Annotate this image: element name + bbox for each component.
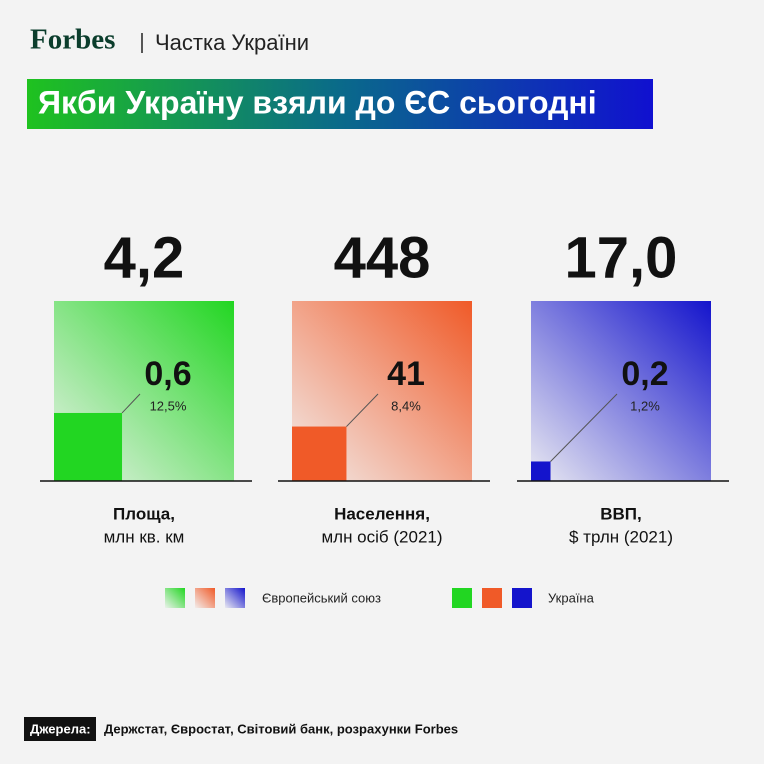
metric-label: Площа, [113, 504, 175, 523]
legend-ua: Україна [548, 590, 595, 605]
source-box [24, 717, 96, 741]
connector [346, 393, 379, 427]
ua-square [54, 412, 123, 481]
ua-value: 0,2 [621, 355, 668, 393]
title: Якби Україну взяли до ЄС сьогодні [38, 84, 597, 120]
share: 1,2% [630, 398, 660, 413]
logo: Forbes [30, 24, 115, 56]
metric-label: Населення, [334, 504, 430, 523]
metric-unit: $ трлн (2021) [569, 527, 673, 546]
title-banner [27, 79, 653, 129]
legend-ua-swatch [482, 588, 502, 608]
ua-value: 41 [387, 355, 425, 393]
legend-ua-swatch [512, 588, 532, 608]
source-label: Джерела: [30, 721, 91, 736]
eu-value: 4,2 [104, 225, 185, 290]
legend-eu-swatch [165, 588, 185, 608]
metric-label: ВВП, [600, 504, 642, 523]
metric-unit: млн осіб (2021) [321, 527, 442, 546]
ua-square [531, 461, 551, 481]
ua-value: 0,6 [144, 355, 191, 393]
eu-value: 17,0 [565, 225, 678, 290]
connector [121, 393, 141, 414]
source-text: Держстат, Євростат, Світовий банк, розра… [104, 721, 458, 736]
legend-ua-swatch [452, 588, 472, 608]
ua-square [292, 426, 347, 481]
legend-eu-swatch [195, 588, 215, 608]
section: Частка України [155, 30, 309, 55]
legend-eu-swatch [225, 588, 245, 608]
legend-eu: Європейський союз [262, 590, 381, 605]
metric-unit: млн кв. км [104, 527, 185, 546]
eu-value: 448 [334, 225, 431, 290]
connector [550, 393, 618, 462]
share: 8,4% [391, 398, 421, 413]
share: 12,5% [150, 398, 187, 413]
